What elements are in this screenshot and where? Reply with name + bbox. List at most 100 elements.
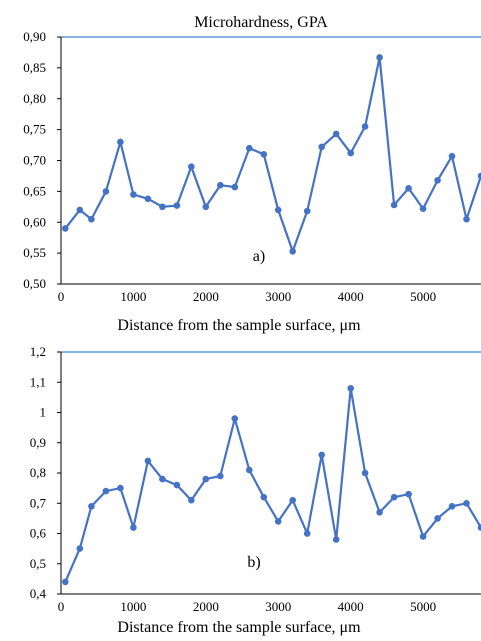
- y-tick-label: 0,8: [30, 465, 46, 480]
- series-points-b: [62, 385, 481, 586]
- data-point: [274, 206, 282, 214]
- y-tick-label: 0,65: [23, 183, 46, 198]
- data-point: [289, 248, 297, 255]
- data-point: [434, 515, 441, 522]
- data-point: [102, 188, 110, 195]
- x-tick-label: 2000: [193, 599, 219, 614]
- y-tick-label: 0,70: [23, 153, 46, 168]
- y-tick-label: 0,85: [23, 60, 46, 75]
- data-point: [477, 172, 481, 180]
- data-point: [231, 183, 239, 191]
- y-tick-label: 0,55: [23, 245, 46, 260]
- y-tick-label: 1: [40, 405, 47, 420]
- data-point: [260, 151, 268, 158]
- data-point: [448, 152, 456, 160]
- data-point: [130, 524, 137, 531]
- data-point: [318, 143, 326, 151]
- data-point: [188, 496, 195, 504]
- x-tick-label: 5000: [410, 289, 436, 304]
- x-tick-label: 1000: [120, 289, 146, 304]
- data-point: [303, 530, 311, 537]
- data-point: [376, 54, 383, 61]
- data-point: [405, 490, 412, 498]
- data-point: [188, 163, 195, 170]
- data-point: [463, 500, 470, 507]
- data-point: [405, 185, 412, 192]
- y-tick-label: 0,60: [23, 214, 46, 229]
- x-tick-label: 2000: [193, 289, 219, 304]
- data-point: [419, 533, 427, 540]
- data-point: [332, 130, 340, 138]
- x-tick-label: 4000: [338, 289, 364, 304]
- y-tick-label: 1,2: [30, 344, 46, 359]
- x-tick-label: 5000: [410, 599, 436, 614]
- data-point: [361, 469, 369, 477]
- chart-panel-a: Microhardness, GPA 0,500,550,600,650,700…: [23, 14, 481, 334]
- x-tick-label: 1000: [120, 599, 146, 614]
- y-ticks-a: 0,50 0,55 0,60 0,65 0,70 0,75 0,80 0,85 0,90: [23, 29, 61, 291]
- y-tick-label: 0,7: [30, 495, 47, 510]
- data-point: [62, 578, 69, 586]
- x-axis-label-a: Distance from the sample surface, μm: [117, 317, 361, 334]
- data-point: [159, 203, 166, 211]
- data-point: [260, 493, 268, 501]
- panel-label-a: a): [253, 248, 265, 265]
- data-point: [419, 205, 427, 212]
- y-tick-label: 0,75: [23, 122, 46, 137]
- y-tick-label: 1,1: [30, 374, 46, 389]
- data-point: [217, 472, 224, 480]
- data-point: [361, 123, 369, 130]
- data-point: [102, 487, 110, 495]
- y-tick-label: 0,9: [30, 435, 46, 450]
- data-point: [289, 496, 297, 504]
- data-point: [76, 206, 84, 214]
- data-point: [173, 481, 181, 489]
- data-point: [318, 451, 326, 459]
- x-axis-label-b: Distance from the sample surface, μm: [117, 619, 361, 636]
- data-point: [274, 518, 282, 525]
- y-ticks-b: 0,4 0,5 0,6 0,7 0,8 0,9 1 1,1 1,2: [30, 344, 61, 601]
- data-point: [303, 207, 311, 215]
- data-point: [463, 215, 470, 223]
- panel-label-b: b): [247, 554, 260, 571]
- data-point: [332, 536, 340, 543]
- series-line-b: [64, 388, 481, 583]
- data-point: [159, 475, 166, 483]
- data-point: [347, 149, 355, 157]
- series-points-a: [62, 54, 481, 255]
- x-tick-label: 0: [58, 289, 65, 304]
- data-point: [117, 484, 124, 492]
- data-point: [376, 509, 383, 516]
- data-point: [130, 191, 137, 198]
- data-point: [246, 466, 253, 474]
- x-tick-label: 4000: [338, 599, 364, 614]
- data-point: [390, 493, 398, 501]
- x-tick-label: 0: [58, 599, 65, 614]
- data-point: [88, 503, 95, 510]
- y-tick-label: 0,90: [23, 29, 46, 44]
- data-point: [477, 524, 481, 531]
- series-line-a: [64, 57, 481, 255]
- y-tick-label: 0,4: [30, 586, 47, 601]
- data-point: [88, 215, 95, 223]
- chart-title-a: Microhardness, GPA: [194, 14, 328, 31]
- data-point: [202, 203, 210, 211]
- data-point: [448, 503, 456, 510]
- x-tick-label: 3000: [265, 289, 291, 304]
- x-ticks-b: 0 1000 2000 3000 4000 5000: [58, 599, 436, 614]
- data-point: [144, 195, 152, 203]
- data-point: [434, 177, 441, 184]
- y-tick-label: 0,80: [23, 91, 46, 106]
- data-point: [117, 138, 124, 146]
- x-tick-label: 3000: [265, 599, 291, 614]
- data-point: [390, 201, 398, 209]
- y-tick-label: 0,6: [30, 526, 47, 541]
- x-ticks-a: 0 1000 2000 3000 4000 5000: [58, 289, 436, 304]
- data-point: [217, 181, 224, 189]
- data-point: [347, 385, 355, 392]
- data-point: [231, 415, 239, 422]
- data-point: [246, 144, 253, 152]
- data-point: [144, 457, 152, 465]
- data-point: [76, 545, 84, 552]
